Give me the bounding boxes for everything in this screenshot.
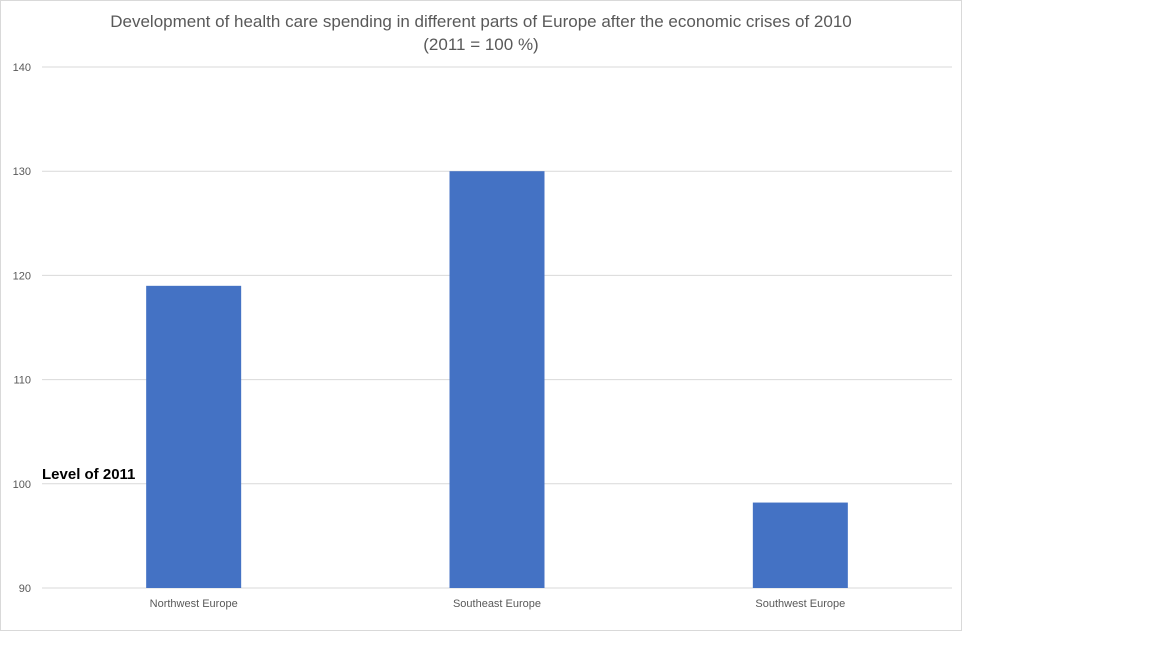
x-tick-label-southeast-europe: Southeast Europe <box>453 598 541 610</box>
chart-subtitle: (2011 = 100 %) <box>423 35 539 54</box>
x-tick-label-southwest-europe: Southwest Europe <box>755 598 845 610</box>
bar-southwest-europe <box>752 502 848 588</box>
bar-northwest-europe <box>146 285 242 588</box>
y-tick-label-90: 90 <box>19 583 31 595</box>
bar-chart: 90 100 110 120 130 140 Northwest Europe Southea… <box>13 62 952 610</box>
x-tick-label-northwest-europe: Northwest Europe <box>150 598 238 610</box>
y-tick-label-120: 120 <box>13 270 31 282</box>
annotation-level-2011: Level of 2011 <box>42 466 136 483</box>
bar-southeast-europe <box>449 171 545 588</box>
chart-title: Development of health care spending in d… <box>110 12 852 31</box>
y-tick-label-140: 140 <box>13 62 31 74</box>
y-tick-label-130: 130 <box>13 166 31 178</box>
y-tick-label-110: 110 <box>13 375 31 387</box>
y-tick-label-100: 100 <box>13 479 31 491</box>
